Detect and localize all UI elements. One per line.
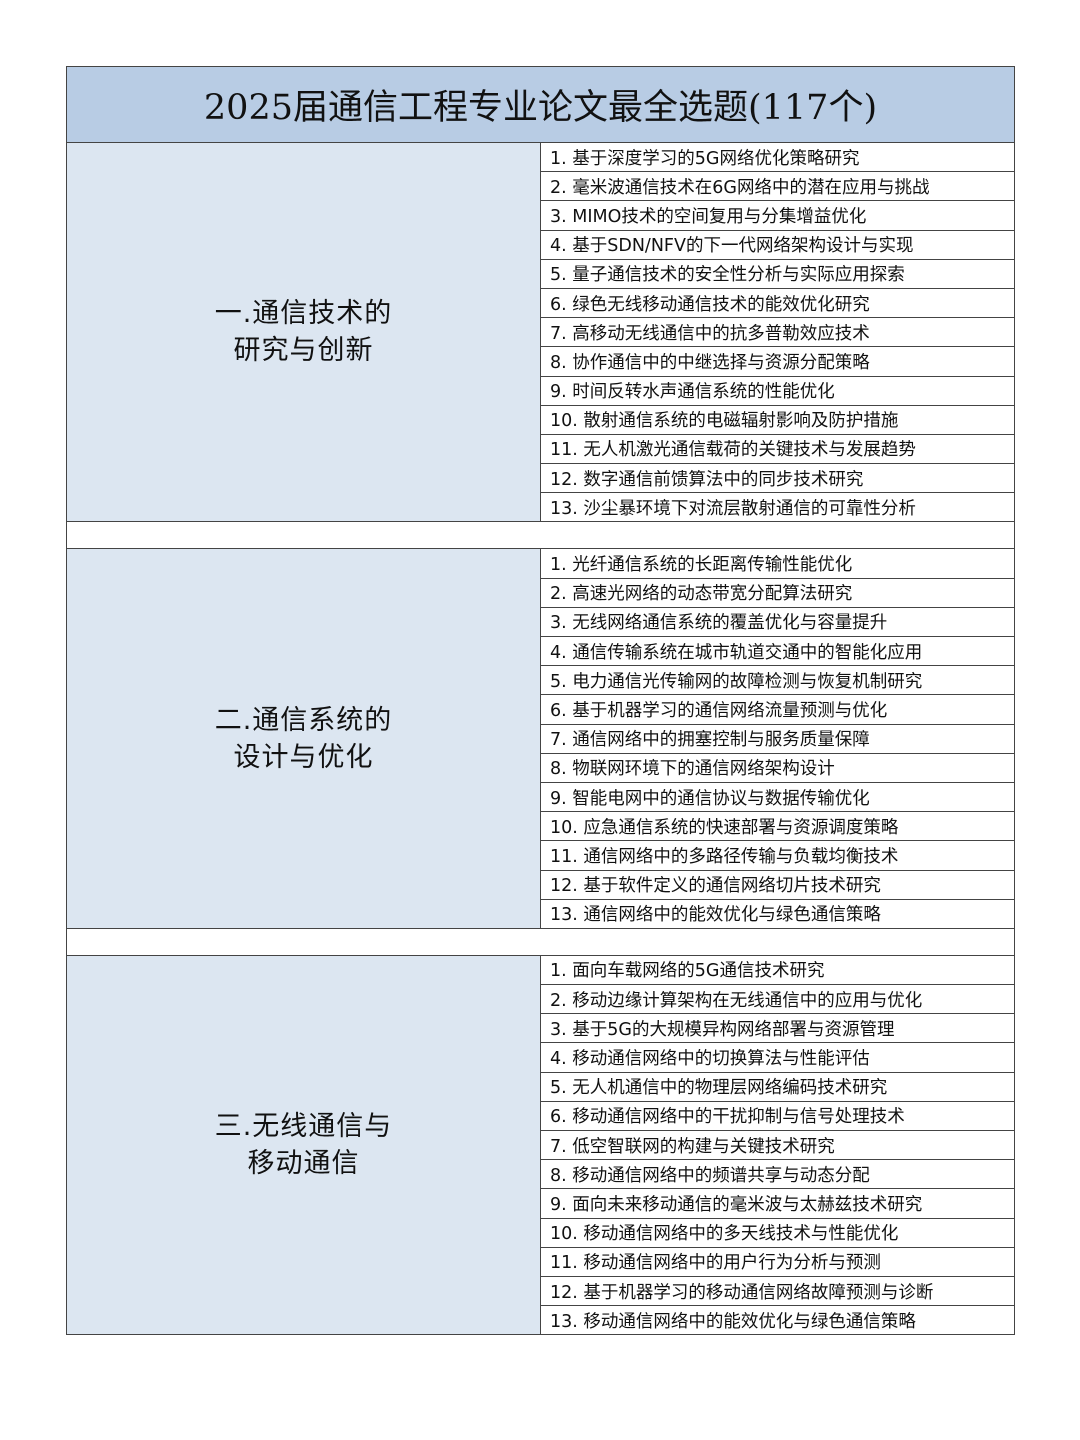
table-row: 4. 移动通信网络中的切换算法与性能评估 — [67, 1042, 1015, 1073]
topic-item: 8. 协作通信中的中继选择与资源分配策略 — [540, 346, 1015, 377]
topic-item: 6. 基于机器学习的通信网络流量预测与优化 — [540, 694, 1015, 725]
topic-item: 4. 通信传输系统在城市轨道交通中的智能化应用 — [540, 635, 1015, 667]
category-line-2: 设计与优化 — [233, 741, 374, 773]
table-row: 三.无线通信与 移动通信 1. 面向车载网络的5G通信技术研究 — [66, 954, 1015, 1336]
table-row: 12. 数字通信前馈算法中的同步技术研究 — [67, 463, 1015, 494]
topic-item: 7. 通信网络中的拥塞控制与服务质量保障 — [540, 723, 1015, 754]
table-row: 10. 应急通信系统的快速部署与资源调度策略 — [67, 811, 1015, 842]
category-line-2: 研究与创新 — [233, 335, 374, 367]
topic-item: 10. 移动通信网络中的多天线技术与性能优化 — [540, 1217, 1015, 1248]
table-row: 6. 基于机器学习的通信网络流量预测与优化 — [67, 694, 1015, 725]
table-row: 13. 移动通信网络中的能效优化与绿色通信策略 — [67, 1305, 1015, 1336]
table-row: 二.通信系统的 设计与优化 1. 光纤通信系统的长距离传输性能优化 — [66, 548, 1015, 929]
topic-item: 2. 高速光网络的动态带宽分配算法研究 — [540, 577, 1015, 608]
table-row: 9. 面向未来移动通信的毫米波与太赫兹技术研究 — [67, 1188, 1015, 1219]
topic-item: 12. 基于机器学习的移动通信网络故障预测与诊断 — [540, 1275, 1015, 1307]
section-spacer — [66, 927, 1015, 956]
table-row: 8. 移动通信网络中的频谱共享与动态分配 — [67, 1159, 1015, 1190]
category-cell: 二.通信系统的 设计与优化 — [66, 548, 541, 929]
topic-item: 13. 移动通信网络中的能效优化与绿色通信策略 — [540, 1305, 1015, 1336]
table-row: 9. 时间反转水声通信系统的性能优化 — [67, 375, 1015, 406]
topic-item: 1. 基于深度学习的5G网络优化策略研究 — [540, 141, 1015, 173]
topic-item: 9. 时间反转水声通信系统的性能优化 — [540, 375, 1015, 406]
category-cell: 三.无线通信与 移动通信 — [66, 954, 541, 1336]
topic-item: 5. 电力通信光传输网的故障检测与恢复机制研究 — [540, 665, 1015, 696]
topic-item: 6. 绿色无线移动通信技术的能效优化研究 — [540, 287, 1015, 319]
spacer-cell — [66, 521, 1015, 550]
category-line-1: 三.无线通信与 — [214, 1111, 393, 1143]
topic-item: 11. 无人机激光通信载荷的关键技术与发展趋势 — [540, 433, 1015, 465]
topic-table: 2025届通信工程专业论文最全选题(117个) 一.通信技术的 研究与创新 1. 基… — [66, 66, 1015, 1336]
topic-item: 7. 低空智联网的构建与关键技术研究 — [540, 1129, 1015, 1161]
topic-item: 9. 智能电网中的通信协议与数据传输优化 — [540, 781, 1015, 813]
topic-item: 1. 光纤通信系统的长距离传输性能优化 — [540, 548, 1015, 579]
category-line-1: 二.通信系统的 — [214, 704, 393, 736]
topic-item: 11. 移动通信网络中的用户行为分析与预测 — [540, 1246, 1015, 1277]
table-row: 3. 基于5G的大规模异构网络部署与资源管理 — [67, 1013, 1015, 1044]
table-row: 3. MIMO技术的空间复用与分集增益优化 — [67, 200, 1015, 231]
table-row: 7. 高移动无线通信中的抗多普勒效应技术 — [67, 317, 1015, 348]
table-row: 2. 高速光网络的动态带宽分配算法研究 — [67, 577, 1015, 608]
topic-item: 13. 沙尘暴环境下对流层散射通信的可靠性分析 — [540, 492, 1015, 523]
topic-item: 2. 毫米波通信技术在6G网络中的潜在应用与挑战 — [540, 171, 1015, 202]
table-row: 5. 电力通信光传输网的故障检测与恢复机制研究 — [67, 665, 1015, 696]
topic-item: 11. 通信网络中的多路径传输与负载均衡技术 — [540, 840, 1015, 871]
topic-item: 10. 应急通信系统的快速部署与资源调度策略 — [540, 811, 1015, 842]
topic-item: 1. 面向车载网络的5G通信技术研究 — [540, 954, 1015, 986]
table-row: 6. 绿色无线移动通信技术的能效优化研究 — [67, 287, 1015, 319]
topic-item: 3. 无线网络通信系统的覆盖优化与容量提升 — [540, 606, 1015, 638]
topic-item: 2. 移动边缘计算架构在无线通信中的应用与优化 — [540, 984, 1015, 1015]
topic-item: 9. 面向未来移动通信的毫米波与太赫兹技术研究 — [540, 1188, 1015, 1219]
topic-item: 10. 散射通信系统的电磁辐射影响及防护措施 — [540, 404, 1015, 435]
topic-item: 6. 移动通信网络中的干扰抑制与信号处理技术 — [540, 1100, 1015, 1132]
table-row: 2. 毫米波通信技术在6G网络中的潜在应用与挑战 — [67, 171, 1015, 202]
table-row: 2. 移动边缘计算架构在无线通信中的应用与优化 — [67, 984, 1015, 1015]
table-row: 5. 无人机通信中的物理层网络编码技术研究 — [67, 1071, 1015, 1102]
category-line-1: 一.通信技术的 — [214, 298, 393, 330]
topic-item: 13. 通信网络中的能效优化与绿色通信策略 — [540, 898, 1015, 929]
topic-item: 4. 移动通信网络中的切换算法与性能评估 — [540, 1042, 1015, 1073]
section-spacer — [66, 521, 1015, 550]
topic-item: 8. 物联网环境下的通信网络架构设计 — [540, 752, 1015, 783]
topic-item: 7. 高移动无线通信中的抗多普勒效应技术 — [540, 317, 1015, 348]
table-row: 一.通信技术的 研究与创新 1. 基于深度学习的5G网络优化策略研究 — [66, 141, 1015, 523]
table-row: 7. 低空智联网的构建与关键技术研究 — [67, 1129, 1015, 1161]
table-row: 8. 协作通信中的中继选择与资源分配策略 — [67, 346, 1015, 377]
topic-item: 3. 基于5G的大规模异构网络部署与资源管理 — [540, 1013, 1015, 1044]
category-cell: 一.通信技术的 研究与创新 — [66, 141, 541, 523]
topic-item: 12. 数字通信前馈算法中的同步技术研究 — [540, 463, 1015, 494]
table-row: 3. 无线网络通信系统的覆盖优化与容量提升 — [67, 606, 1015, 638]
table-row: 6. 移动通信网络中的干扰抑制与信号处理技术 — [67, 1100, 1015, 1132]
spacer-cell — [66, 927, 1015, 956]
table-row: 10. 散射通信系统的电磁辐射影响及防护措施 — [67, 404, 1015, 435]
topic-item: 3. MIMO技术的空间复用与分集增益优化 — [540, 200, 1015, 231]
category-line-2: 移动通信 — [247, 1148, 360, 1180]
table-row: 4. 通信传输系统在城市轨道交通中的智能化应用 — [67, 635, 1015, 667]
table-row: 13. 沙尘暴环境下对流层散射通信的可靠性分析 — [67, 492, 1015, 523]
table-row: 10. 移动通信网络中的多天线技术与性能优化 — [67, 1217, 1015, 1248]
topic-item: 4. 基于SDN/NFV的下一代网络架构设计与实现 — [540, 229, 1015, 260]
topic-item: 8. 移动通信网络中的频谱共享与动态分配 — [540, 1159, 1015, 1190]
topic-item: 5. 量子通信技术的安全性分析与实际应用探索 — [540, 258, 1015, 289]
table-row: 5. 量子通信技术的安全性分析与实际应用探索 — [67, 258, 1015, 289]
table-row: 9. 智能电网中的通信协议与数据传输优化 — [67, 781, 1015, 813]
topic-item: 12. 基于软件定义的通信网络切片技术研究 — [540, 869, 1015, 900]
table-row: 11. 无人机激光通信载荷的关键技术与发展趋势 — [67, 433, 1015, 465]
topic-item: 5. 无人机通信中的物理层网络编码技术研究 — [540, 1071, 1015, 1102]
table-row: 13. 通信网络中的能效优化与绿色通信策略 — [67, 898, 1015, 929]
page-title: 2025届通信工程专业论文最全选题(117个) — [66, 66, 1015, 143]
